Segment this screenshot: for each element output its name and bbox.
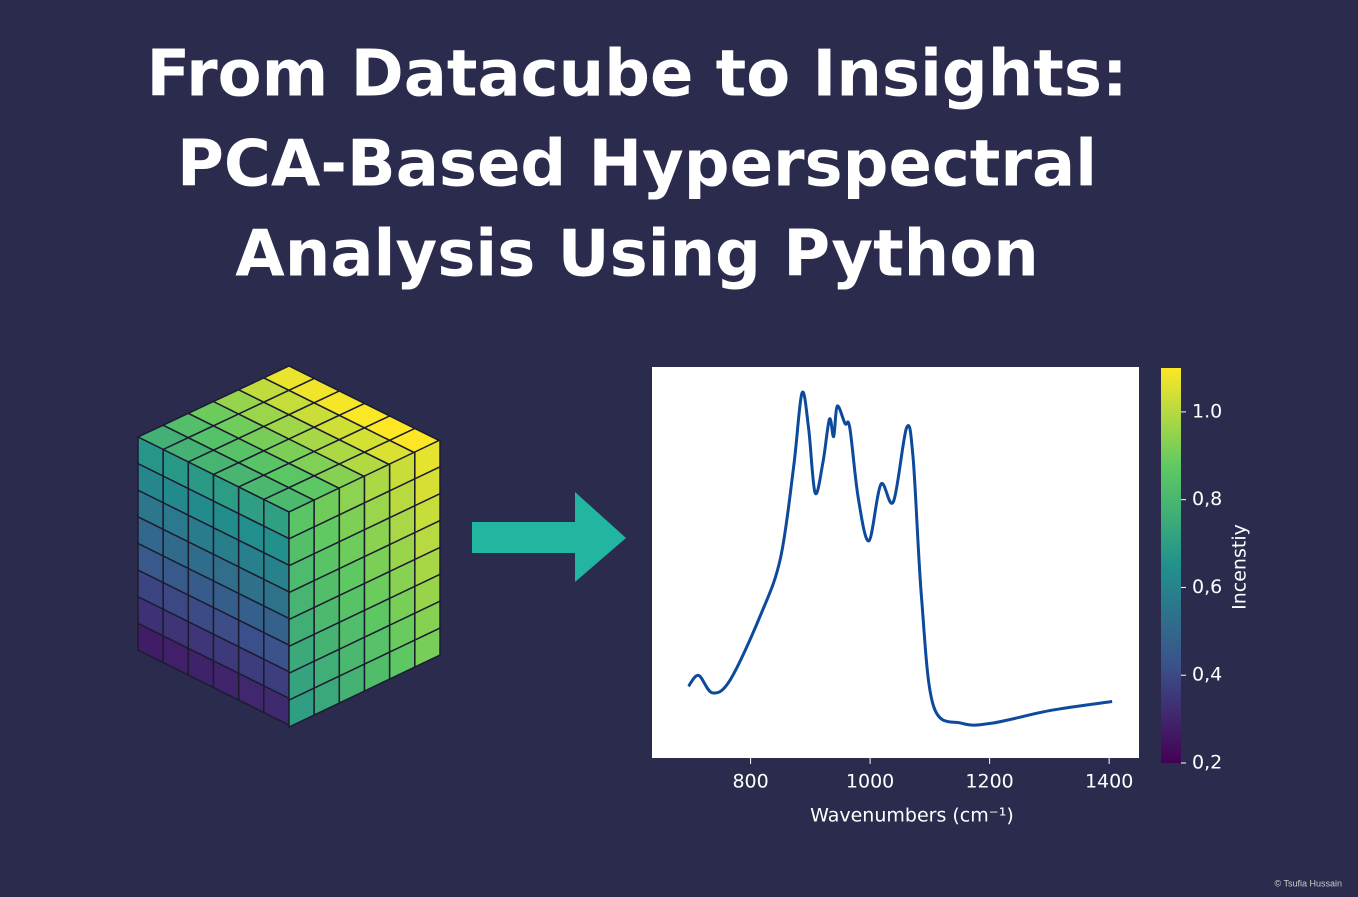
colorbar-tick-label: 0,8 — [1192, 488, 1222, 510]
x-tick-label: 1400 — [1085, 771, 1133, 793]
cube-cell — [414, 626, 441, 669]
title-line: Analysis Using Python — [235, 218, 1039, 292]
x-tick-label: 800 — [732, 771, 768, 793]
arrow — [472, 492, 626, 582]
spectrum-line — [687, 390, 1113, 727]
credit: © Tsufia Hussain — [1275, 878, 1343, 888]
x-tick-label: 1200 — [965, 771, 1013, 793]
x-tick-label: 1000 — [846, 771, 894, 793]
colorbar-label: Incenstiy — [1229, 524, 1251, 610]
colorbar — [1161, 368, 1181, 763]
colorbar-tick-label: 0,2 — [1192, 752, 1222, 774]
x-axis-label: Wavenumbers (cm⁻¹) — [810, 805, 1014, 827]
plot-area — [652, 367, 1139, 758]
colorbar-tick-label: 0,4 — [1192, 664, 1222, 686]
colorbar-tick-label: 0,6 — [1192, 576, 1222, 598]
colorbar-tick-label: 1.0 — [1192, 400, 1222, 422]
datacube-illustration — [136, 365, 442, 729]
title-line: PCA-Based Hyperspectral — [177, 128, 1097, 202]
title-line: From Datacube to Insights: — [146, 38, 1127, 112]
